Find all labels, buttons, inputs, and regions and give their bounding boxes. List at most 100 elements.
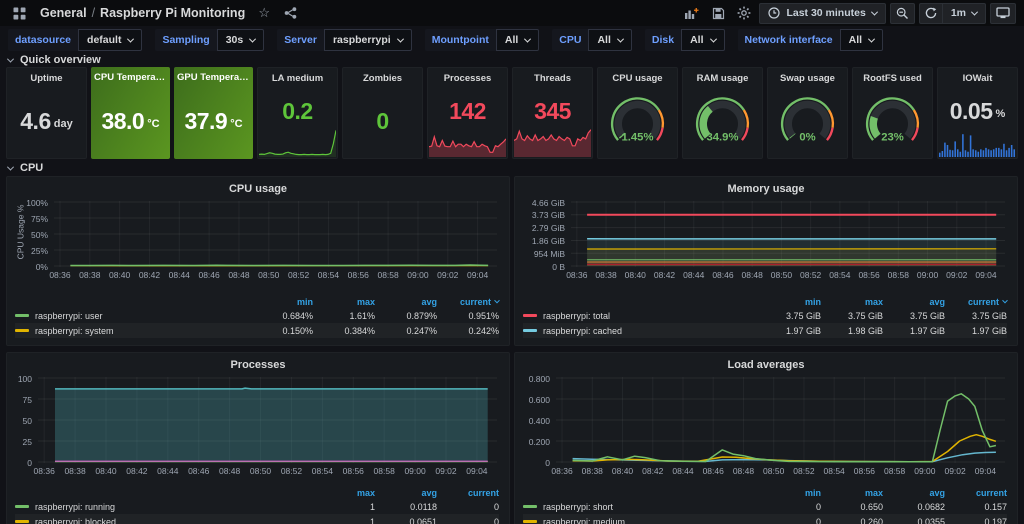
variable-value-dropdown[interactable]: All [496, 29, 539, 51]
legend-sort-avg[interactable]: avg [883, 297, 945, 307]
legend-sort-current[interactable]: current [945, 488, 1007, 498]
legend-sort-current[interactable]: current [437, 297, 499, 307]
legend-sort-current[interactable]: current [437, 488, 499, 498]
legend-header-label: avg [929, 297, 945, 307]
chart-canvas[interactable] [556, 377, 1005, 463]
quick-overview-row: Uptime4.6dayCPU Temperat…38.0°CGPU Tempe… [0, 67, 1024, 159]
legend-series-name[interactable]: raspberrypi: running [35, 502, 115, 512]
add-panel-icon[interactable] [680, 2, 703, 24]
legend-sort-avg[interactable]: avg [883, 488, 945, 498]
gauge-value: 0% [799, 132, 815, 144]
legend-series-name[interactable]: raspberrypi: cached [543, 326, 622, 336]
panel-title[interactable]: RootFS used [853, 68, 932, 84]
panel-title[interactable]: CPU usage [598, 68, 677, 84]
x-tick-label: 08:44 [169, 270, 190, 280]
panel-title[interactable]: Swap usage [768, 68, 847, 84]
legend-sort-avg[interactable]: avg [375, 297, 437, 307]
chevron-down-icon [249, 35, 256, 42]
panel-title[interactable]: Memory usage [515, 177, 1017, 197]
plot [54, 201, 497, 267]
variable-value-dropdown[interactable]: default [78, 29, 142, 51]
legend-row-partial [523, 338, 1007, 345]
variable-value-dropdown[interactable]: All [588, 29, 631, 51]
y-axis-label-text: CPU Usage % [16, 205, 26, 260]
chart-canvas[interactable] [54, 201, 497, 267]
time-range-picker[interactable]: Last 30 minutes [759, 3, 885, 24]
panel-title[interactable]: CPU usage [7, 177, 509, 197]
legend-value: 0.0355 [883, 517, 945, 524]
legend-value: 0.0651 [375, 517, 437, 524]
legend-sort-max[interactable]: max [313, 488, 375, 498]
legend-sort-min[interactable]: min [251, 297, 313, 307]
legend-value: 3.75 GiB [945, 311, 1007, 321]
row-header-cpu[interactable]: CPU [0, 162, 1024, 174]
legend-series: raspberrypi: user [15, 311, 251, 321]
legend-series-name[interactable]: raspberrypi: blocked [35, 517, 116, 524]
variable-value-dropdown[interactable]: All [681, 29, 724, 51]
x-tick-label: 08:38 [64, 466, 85, 476]
legend-value: 0 [437, 517, 499, 524]
legend-sort-min[interactable]: min [759, 297, 821, 307]
stat-panel-cpu-usage: CPU usage1.45% [597, 67, 678, 159]
panel-title[interactable]: Uptime [7, 68, 86, 84]
share-icon[interactable] [279, 2, 301, 24]
legend-sort-min[interactable]: min [759, 488, 821, 498]
legend-value: 0.150% [251, 326, 313, 336]
legend-sort-current[interactable]: current [945, 297, 1007, 307]
save-icon[interactable] [707, 2, 729, 24]
breadcrumb-dashboard-title[interactable]: Raspberry Pi Monitoring [100, 6, 245, 20]
panel-title[interactable]: GPU Temperat… [174, 67, 253, 83]
chevron-down-icon [871, 8, 878, 15]
settings-icon[interactable] [733, 2, 755, 24]
panel-title[interactable]: Load averages [515, 353, 1017, 373]
legend-value: 0.157 [945, 502, 1007, 512]
legend-sort-max[interactable]: max [821, 297, 883, 307]
stat-body: 0.05% [938, 84, 1017, 158]
legend-series-name[interactable]: raspberrypi: system [35, 326, 114, 336]
stat-body: 23% [853, 84, 932, 158]
legend-series-name[interactable]: raspberrypi: medium [543, 517, 625, 524]
chart-canvas[interactable] [571, 201, 1005, 267]
y-tick-label: 25 [15, 437, 32, 447]
panel-title[interactable]: Zombies [343, 68, 422, 84]
x-tick-label: 09:04 [975, 270, 996, 280]
variable-label: Network interface [738, 29, 840, 51]
legend-sort-max[interactable]: max [821, 488, 883, 498]
refresh-icon[interactable] [919, 3, 942, 24]
legend-sort-avg[interactable]: avg [375, 488, 437, 498]
x-tick-label: 08:44 [672, 466, 693, 476]
breadcrumb-folder[interactable]: General [40, 6, 87, 20]
variable-value: default [87, 34, 121, 46]
legend-series-name[interactable]: raspberrypi: short [543, 502, 613, 512]
panel-title[interactable]: IOWait [938, 68, 1017, 84]
panel-title[interactable]: Processes [428, 68, 507, 84]
kiosk-icon[interactable] [990, 3, 1016, 24]
stat-panel-la-medium: LA medium0.2 [257, 67, 338, 159]
panel-title[interactable]: Threads [513, 68, 592, 84]
panel-title[interactable]: CPU Temperat… [91, 67, 170, 83]
variable-value-dropdown[interactable]: All [840, 29, 883, 51]
variable-value: raspberrypi [333, 34, 391, 46]
variable-value-dropdown[interactable]: raspberrypi [324, 29, 412, 51]
legend-series-name[interactable]: raspberrypi: user [35, 311, 103, 321]
variable-value: All [849, 34, 862, 46]
zoom-out-icon[interactable] [890, 3, 915, 24]
gauge: 23% [853, 84, 932, 158]
refresh-interval-dropdown[interactable]: 1m [942, 3, 986, 24]
panel-title[interactable]: RAM usage [683, 68, 762, 84]
legend-sort-max[interactable]: max [313, 297, 375, 307]
y-tick-label: 0.200 [523, 437, 550, 447]
panel-title[interactable]: Processes [7, 353, 509, 373]
chart-canvas[interactable] [38, 377, 497, 463]
x-tick-label: 08:46 [198, 270, 219, 280]
legend-series-name[interactable]: raspberrypi: total [543, 311, 610, 321]
legend-value: 0 [759, 502, 821, 512]
variable-value-dropdown[interactable]: 30s [217, 29, 265, 51]
legend-header-label: current [468, 488, 499, 498]
x-tick-label: 08:58 [377, 270, 398, 280]
panel-title[interactable]: LA medium [258, 68, 337, 84]
row-header-quick-overview[interactable]: Quick overview [0, 54, 1024, 66]
star-icon[interactable]: ☆ [253, 2, 275, 24]
apps-grid-icon[interactable] [8, 2, 30, 24]
legend-value: 0.0118 [375, 502, 437, 512]
